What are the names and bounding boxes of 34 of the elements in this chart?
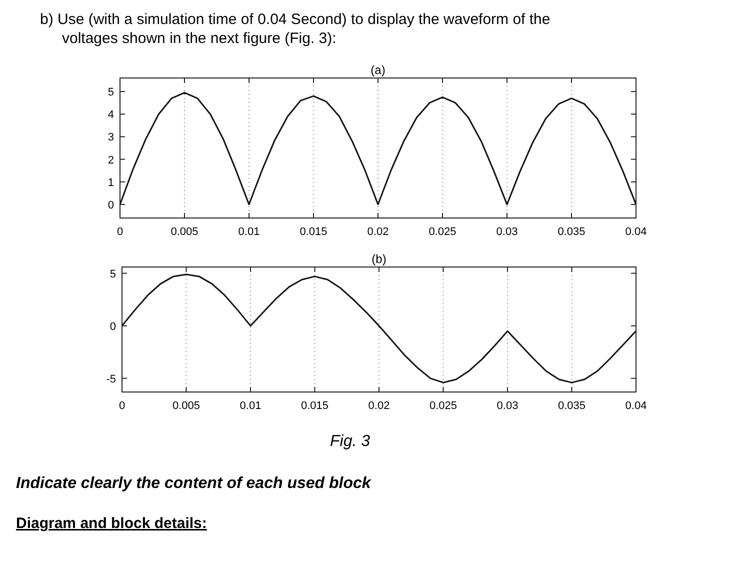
chart-title: (b) xyxy=(372,252,386,266)
x-tick-label: 0.04 xyxy=(625,226,647,238)
x-tick-label: 0.02 xyxy=(368,400,390,412)
y-tick-label: 2 xyxy=(108,154,114,166)
y-tick-label: 0 xyxy=(108,199,114,212)
text: Diagram and block details: xyxy=(16,515,207,532)
x-tick-label: 0.03 xyxy=(496,226,518,238)
x-tick-label: 0.025 xyxy=(429,400,458,412)
x-tick-label: 0.02 xyxy=(367,226,389,238)
line-series xyxy=(121,274,637,384)
x-tick-label: 0.025 xyxy=(428,226,456,238)
x-tick-label: 0.01 xyxy=(240,400,262,412)
x-tick-label: 0.015 xyxy=(300,226,328,238)
x-tick-label: 0.04 xyxy=(625,400,647,412)
caption: Fig. 3 xyxy=(330,433,370,450)
x-tick-label: 0 xyxy=(118,400,126,412)
y-tick-label: 1 xyxy=(108,176,114,189)
y-tick-label: 4 xyxy=(108,109,114,122)
y-tick-label: -5 xyxy=(106,373,116,386)
x-tick-label: 0.005 xyxy=(172,400,200,412)
x-tick-label: 0.015 xyxy=(300,400,329,412)
y-tick-label: 3 xyxy=(108,132,114,144)
text: Indicate clearly the content of each used block xyxy=(16,475,372,492)
x-tick-label: 0.01 xyxy=(238,226,260,238)
x-tick-label: 0.035 xyxy=(558,226,586,238)
x-tick-label: 0.03 xyxy=(496,400,518,412)
line-series xyxy=(119,92,637,206)
x-tick-label: 0.035 xyxy=(558,400,586,412)
y-tick-label: 0 xyxy=(110,320,116,333)
text: b) Use (with a simulation time of 0.04 Second) to display the waveform of the voltages shown in the next figure (Fig. 3): xyxy=(40,11,550,47)
y-tick-label: 5 xyxy=(110,268,116,280)
y-tick-label: 5 xyxy=(108,86,114,99)
chart-title: (a) xyxy=(370,63,386,77)
x-tick-label: 0.005 xyxy=(170,226,198,238)
